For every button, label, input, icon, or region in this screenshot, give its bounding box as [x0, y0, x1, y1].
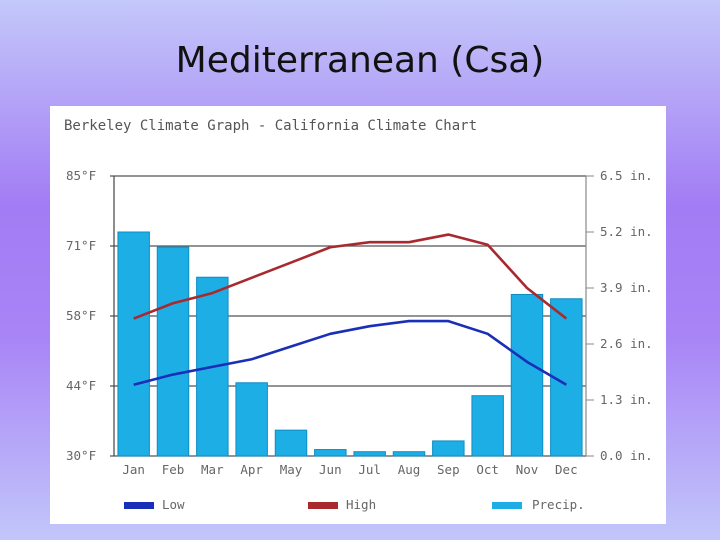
y-left-tick-label: 44°F [66, 378, 96, 393]
precip-bar [471, 395, 504, 457]
y-left-tick-label: 85°F [66, 168, 96, 183]
high-temp-line [133, 233, 568, 320]
precip-bar [274, 429, 308, 457]
y-left-tick-label: 71°F [66, 238, 96, 253]
legend-swatch-precip [492, 502, 522, 509]
y-right-tick-label: 0.0 in. [600, 448, 653, 463]
low-temp-line [133, 319, 567, 386]
x-tick-label: Jun [319, 462, 342, 477]
precip-bar [353, 451, 386, 457]
x-tick-label: May [280, 462, 303, 477]
legend-label: High [346, 497, 376, 512]
y-right-tick-label: 5.2 in. [600, 224, 653, 239]
precip-bar [117, 231, 150, 457]
precip-bar [314, 449, 347, 457]
precip-bar [432, 440, 465, 457]
y-right-tick-label: 2.6 in. [600, 336, 653, 351]
legend-label: Precip. [532, 497, 585, 512]
y-right-tick-label: 6.5 in. [600, 168, 653, 183]
x-tick-label: Sep [437, 462, 460, 477]
y-right-tick-label: 1.3 in. [600, 392, 653, 407]
precip-bar [392, 451, 426, 457]
x-tick-label: Jan [122, 462, 145, 477]
precip-bar [510, 293, 544, 457]
precip-bar [235, 382, 268, 457]
climate-chart-panel: Berkeley Climate Graph - California Clim… [50, 106, 666, 524]
x-tick-label: Dec [555, 462, 578, 477]
x-tick-label: Feb [162, 462, 185, 477]
x-tick-label: Jul [358, 462, 381, 477]
x-tick-label: Oct [476, 462, 499, 477]
x-tick-label: Aug [398, 462, 421, 477]
legend-label: Low [162, 497, 185, 512]
chart-title: Berkeley Climate Graph - California Clim… [64, 118, 478, 134]
y-right-tick-label: 3.9 in. [600, 280, 653, 295]
climate-chart: 85°F 71°F 58°F 44°F 30°F 6.5 in. 5.2 in. 3.9 in… [66, 168, 653, 512]
x-tick-label: Nov [516, 462, 539, 477]
slide-title: Mediterranean (Csa) [175, 40, 545, 81]
y-left-tick-label: 58°F [66, 308, 96, 323]
legend-swatch-low [124, 502, 154, 509]
legend-swatch-high [308, 502, 338, 509]
y-left-tick-label: 30°F [66, 448, 96, 463]
precip-bar [156, 246, 190, 457]
x-tick-label: Mar [201, 462, 224, 477]
x-tick-label: Apr [240, 462, 263, 477]
